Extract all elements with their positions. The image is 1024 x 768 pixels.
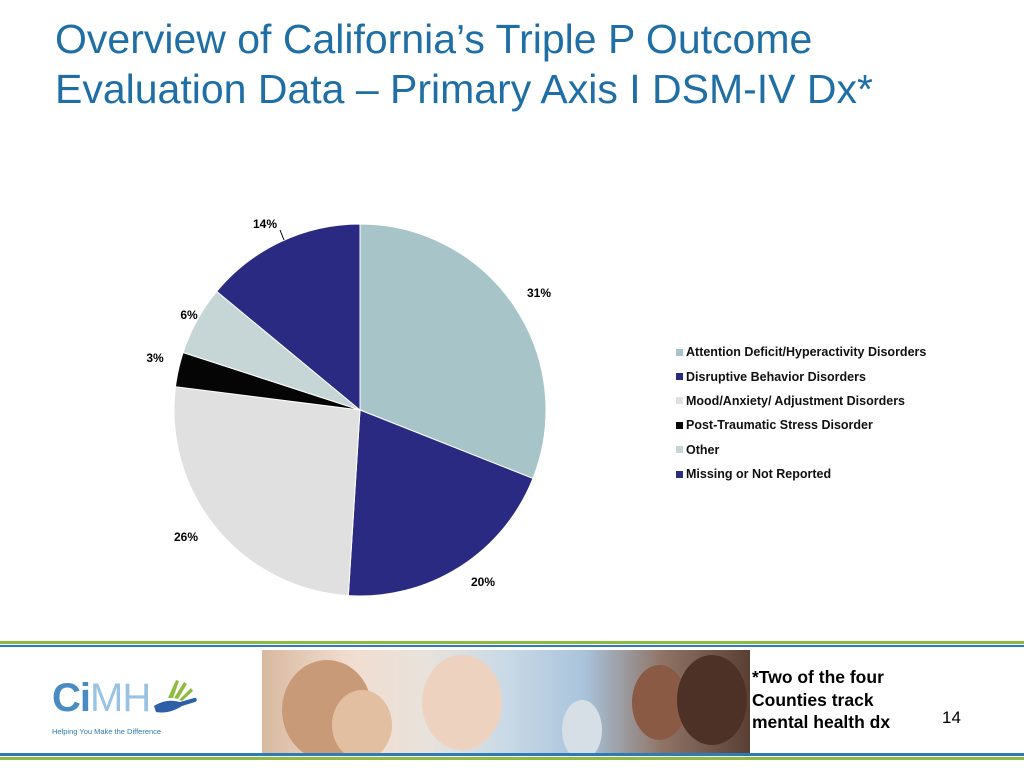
- legend-item: Mood/Anxiety/ Adjustment Disorders: [676, 389, 926, 413]
- legend-swatch: [676, 470, 683, 478]
- pie-slice: [359, 223, 547, 480]
- legend-item: Missing or Not Reported: [676, 462, 926, 486]
- hand-logo-icon: [154, 680, 197, 713]
- slice-data-label: 3%: [146, 351, 164, 365]
- legend-item: Post-Traumatic Stress Disorder: [676, 413, 926, 437]
- pie-slice: [173, 386, 361, 597]
- slice-data-label: 14%: [253, 217, 277, 231]
- slice-data-label: 31%: [527, 286, 551, 300]
- legend-label: Missing or Not Reported: [686, 467, 832, 482]
- slice-data-label: 26%: [174, 530, 198, 544]
- legend-swatch: [676, 397, 683, 405]
- page-number: 14: [942, 708, 961, 727]
- footer-rule-green-bottom: [0, 757, 1024, 760]
- footer-rule-blue: [0, 645, 1024, 647]
- legend-label: Post-Traumatic Stress Disorder: [686, 418, 873, 433]
- slide-title: Overview of California’s Triple P Outcom…: [55, 16, 873, 112]
- legend-item: Disruptive Behavior Disorders: [676, 364, 926, 388]
- footer-rule-blue-bottom: [0, 753, 1024, 756]
- legend-swatch: [676, 446, 683, 454]
- legend-label: Mood/Anxiety/ Adjustment Disorders: [686, 393, 906, 408]
- footnote: *Two of the four Counties track mental h…: [752, 667, 891, 732]
- pie-slice: [347, 409, 534, 597]
- footer-rule-green: [0, 641, 1024, 644]
- legend-item: Other: [676, 438, 926, 462]
- slice-data-label: 20%: [471, 575, 495, 589]
- logo-wordmark: CiMH: [52, 676, 151, 720]
- legend-item: Attention Deficit/Hyperactivity Disorder…: [676, 340, 926, 364]
- family-photo-strip: [262, 650, 750, 753]
- pie-chart: 31% 20% 26% 3% 6% 14%: [146, 217, 551, 597]
- chart-legend: Attention Deficit/Hyperactivity Disorder…: [676, 340, 926, 486]
- legend-swatch: [676, 348, 683, 356]
- pie-slice: [215, 223, 361, 412]
- legend-swatch: [676, 421, 683, 429]
- legend-label: Attention Deficit/Hyperactivity Disorder…: [686, 345, 927, 360]
- slice-data-label: 6%: [180, 308, 198, 322]
- legend-label: Disruptive Behavior Disorders: [686, 369, 866, 384]
- label-leader-line: [279, 229, 285, 241]
- cimh-logo: CiMH Helping You Make the Difference: [52, 672, 212, 742]
- legend-swatch: [676, 373, 683, 381]
- logo-tagline: Helping You Make the Difference: [52, 727, 162, 736]
- legend-label: Other: [686, 442, 720, 457]
